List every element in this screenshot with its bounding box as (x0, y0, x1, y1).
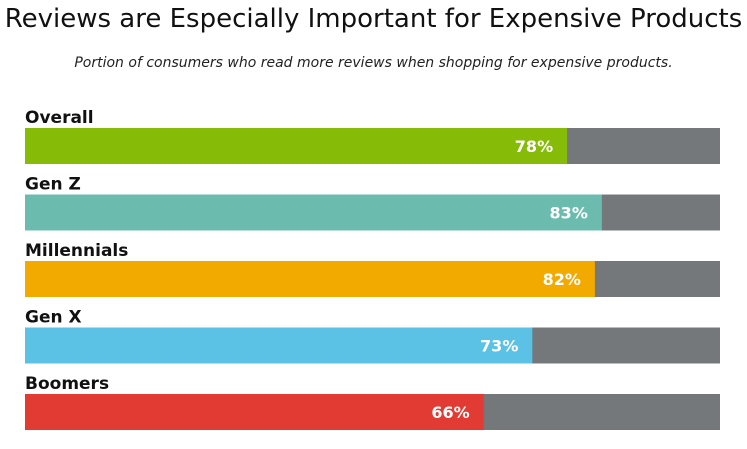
chart-subtitle: Portion of consumers who read more revie… (74, 55, 673, 71)
value-label-millennials: 82% (543, 270, 581, 289)
category-label-overall: Overall (25, 108, 94, 128)
category-label-millennials: Millennials (25, 241, 128, 261)
value-label-boomers: 66% (431, 403, 469, 422)
bar-boomers (25, 394, 484, 430)
bar-gen-x (25, 327, 533, 364)
category-label-gen-z: Gen Z (25, 175, 81, 195)
category-label-boomers: Boomers (25, 374, 109, 394)
value-label-overall: 78% (515, 137, 553, 156)
value-label-gen-x: 73% (480, 337, 518, 356)
bar-millennials (25, 261, 595, 297)
category-label-gen-x: Gen X (25, 308, 82, 328)
chart-title: Reviews are Especially Important for Exp… (4, 4, 743, 34)
bar-gen-z (25, 194, 602, 231)
bar-overall (25, 128, 568, 164)
value-label-gen-z: 83% (550, 204, 588, 223)
